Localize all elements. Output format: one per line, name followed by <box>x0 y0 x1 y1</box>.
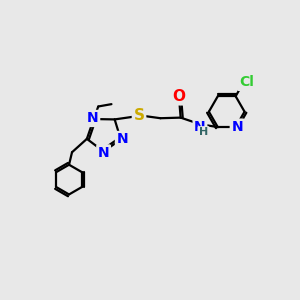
Text: N: N <box>231 120 243 134</box>
Text: S: S <box>134 108 145 123</box>
Text: H: H <box>199 128 208 137</box>
Text: O: O <box>173 89 186 104</box>
Text: N: N <box>98 146 109 160</box>
Text: Cl: Cl <box>239 75 254 89</box>
Text: N: N <box>87 112 99 125</box>
Text: N: N <box>194 120 206 134</box>
Text: N: N <box>116 133 128 146</box>
